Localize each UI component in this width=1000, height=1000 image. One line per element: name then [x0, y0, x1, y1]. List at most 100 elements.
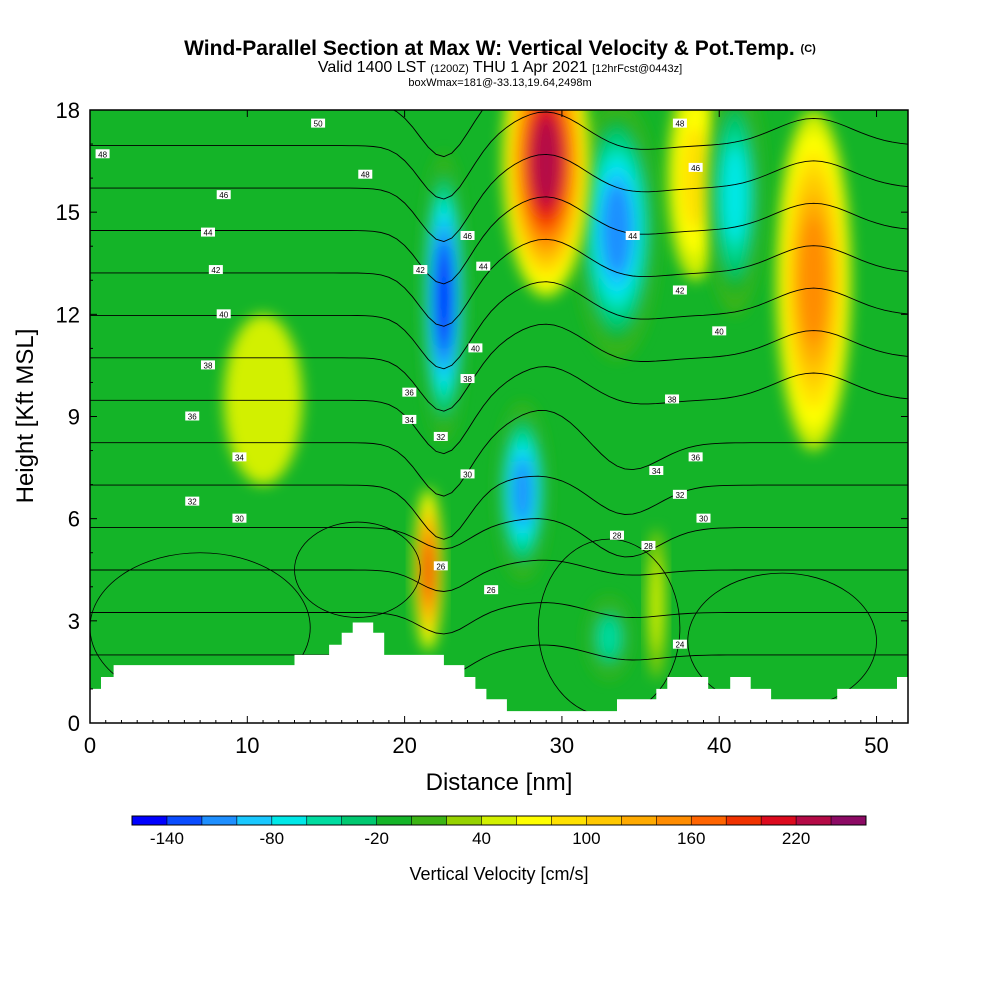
colorbar-tick-label: 220: [782, 829, 810, 848]
contour-label-text: 40: [471, 344, 480, 353]
contour-label-text: 34: [405, 416, 414, 425]
contour-label-text: 34: [652, 467, 661, 476]
colorbar-swatch: [516, 816, 552, 825]
colorbar-swatch: [132, 816, 168, 825]
contour-label-text: 36: [188, 413, 197, 422]
theta-contour-line: [90, 559, 908, 592]
y-tick-label: 18: [56, 98, 80, 123]
contour-label: 48: [358, 169, 373, 180]
contour-label-text: 42: [211, 266, 220, 275]
colorbar-swatch: [411, 816, 448, 825]
contour-label: 30: [232, 513, 247, 524]
contour-label-text: 46: [691, 164, 700, 173]
colorbar-swatch: [306, 816, 343, 825]
colorbar-tick-label: 160: [677, 829, 705, 848]
x-tick-label: 0: [84, 733, 96, 758]
contour-label: 50: [311, 118, 326, 129]
contour-label: 34: [402, 414, 417, 425]
colorbar-swatch: [376, 816, 413, 825]
contour-label: 28: [641, 540, 656, 551]
velocity-cell: [646, 528, 666, 679]
contour-label: 42: [413, 265, 428, 275]
colorbar-swatch: [726, 816, 762, 825]
contour-label: 38: [665, 394, 680, 404]
x-tick-label: 30: [550, 733, 574, 758]
x-tick-label: 40: [707, 733, 731, 758]
colorbar-swatch: [586, 816, 622, 825]
colorbar-tick-label: 40: [472, 829, 491, 848]
theta-contour-line: [90, 602, 908, 635]
colorbar-tick-label: -80: [260, 829, 285, 848]
terrain-mask: [90, 622, 908, 723]
copyright-mark: (C): [800, 43, 816, 55]
y-tick-label: 0: [68, 711, 80, 736]
contour-label: 38: [200, 360, 215, 370]
colorbar-swatch: [656, 816, 692, 825]
contour-label: 30: [696, 513, 711, 524]
theta-contour-line: [90, 366, 908, 455]
velocity-band: [602, 182, 632, 276]
colorbar-swatch: [271, 816, 308, 825]
contour-label: 48: [672, 118, 687, 129]
colorbar-title: Vertical Velocity [cm/s]: [409, 864, 588, 884]
velocity-cell: [576, 110, 658, 359]
contour-label-text: 44: [628, 232, 637, 241]
contour-label-text: 38: [204, 361, 213, 370]
velocity-cell: [706, 110, 764, 315]
contour-label-text: 28: [644, 542, 653, 551]
contour-label: 38: [460, 374, 475, 384]
velocity-band: [723, 147, 747, 243]
y-tick-label: 9: [68, 405, 80, 430]
contour-label: 26: [484, 585, 499, 595]
chart-title: Wind-Parallel Section at Max W: Vertical…: [184, 37, 816, 60]
colorbar-tick-label: -140: [150, 829, 184, 848]
colorbar-swatch: [621, 816, 657, 825]
contour-label-text: 48: [675, 120, 684, 129]
theta-contour-line: [90, 475, 908, 540]
velocity-cell: [502, 110, 591, 298]
theta-contour-loop: [294, 521, 421, 618]
velocity-cell: [775, 110, 852, 451]
velocity-band: [436, 249, 452, 345]
colorbar-swatch: [446, 816, 483, 825]
y-tick-label: 6: [68, 507, 80, 532]
velocity-band: [799, 216, 828, 345]
contour-label-text: 30: [699, 515, 708, 524]
contour-label: 24: [672, 639, 687, 650]
contour-label: 34: [649, 465, 664, 476]
contour-label-text: 30: [463, 470, 472, 479]
velocity-cell: [497, 402, 548, 580]
x-tick-label: 10: [235, 733, 259, 758]
contour-label-text: 42: [675, 286, 684, 295]
contour-label-text: 32: [188, 498, 197, 507]
contour-label-text: 48: [361, 171, 370, 180]
theta-contour-line: [90, 196, 908, 285]
contour-label: 32: [672, 489, 687, 500]
y-tick-label: 15: [56, 200, 80, 225]
y-tick-label: 3: [68, 609, 80, 634]
contour-label-text: 38: [668, 395, 677, 404]
velocity-band: [423, 541, 434, 598]
x-tick-label: 20: [392, 733, 416, 758]
contour-label-text: 38: [463, 375, 472, 384]
plot-area: 24 26 26 28 28 30 30 30 32 32 32 34 34 34 36 36 36 38 38 38…: [90, 110, 908, 723]
contour-label-text: 28: [613, 532, 622, 541]
contour-label: 44: [476, 261, 491, 272]
contour-label: 40: [712, 326, 727, 336]
contour-label: 36: [185, 411, 200, 422]
colorbar-tick-label: -20: [364, 829, 389, 848]
theta-contour-line: [90, 111, 908, 200]
y-tick-label: 12: [56, 302, 80, 327]
contour-label-text: 36: [405, 389, 414, 398]
contour-label-text: 36: [691, 453, 700, 462]
colorbar-swatch: [341, 816, 378, 825]
colorbar-swatch: [551, 816, 587, 825]
contour-label: 36: [688, 452, 703, 462]
theta-contour-line: [90, 323, 908, 412]
contour-label-text: 34: [235, 453, 244, 462]
velocity-cell: [223, 314, 303, 485]
velocity-band: [513, 459, 532, 524]
contour-label-text: 26: [436, 562, 445, 571]
contour-label-text: 44: [479, 263, 488, 272]
